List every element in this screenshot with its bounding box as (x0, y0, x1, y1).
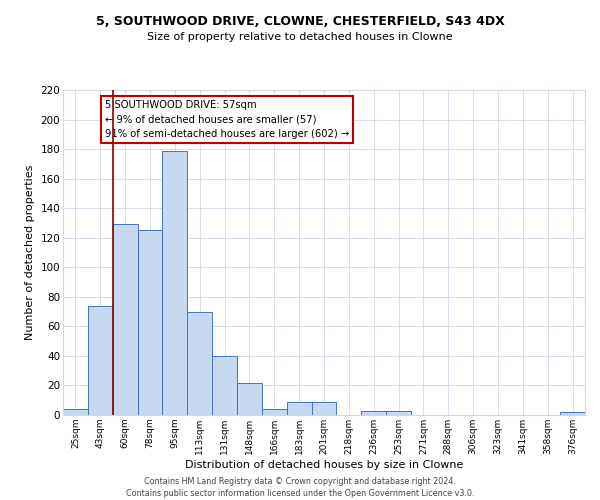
Bar (137, 230, 163, 415)
Y-axis label: Number of detached properties: Number of detached properties (25, 165, 35, 340)
Text: Size of property relative to detached houses in Clowne: Size of property relative to detached ho… (147, 32, 453, 42)
Bar (311, 402, 337, 415)
Bar (386, 410, 411, 415)
Bar (287, 402, 311, 415)
Text: Contains public sector information licensed under the Open Government Licence v3: Contains public sector information licen… (126, 489, 474, 498)
Bar (88, 306, 113, 415)
Bar (187, 312, 212, 415)
Bar (63, 409, 88, 415)
Text: 5, SOUTHWOOD DRIVE, CLOWNE, CHESTERFIELD, S43 4DX: 5, SOUTHWOOD DRIVE, CLOWNE, CHESTERFIELD… (95, 15, 505, 28)
Text: Contains HM Land Registry data © Crown copyright and database right 2024.: Contains HM Land Registry data © Crown c… (144, 478, 456, 486)
Bar (237, 382, 262, 415)
Bar (262, 409, 287, 415)
Bar (212, 356, 237, 415)
Text: 5 SOUTHWOOD DRIVE: 57sqm
← 9% of detached houses are smaller (57)
91% of semi-de: 5 SOUTHWOOD DRIVE: 57sqm ← 9% of detache… (105, 100, 349, 140)
Bar (163, 150, 187, 415)
Bar (113, 224, 137, 415)
X-axis label: Distribution of detached houses by size in Clowne: Distribution of detached houses by size … (185, 460, 463, 469)
Bar (361, 410, 386, 415)
Bar (560, 412, 585, 415)
